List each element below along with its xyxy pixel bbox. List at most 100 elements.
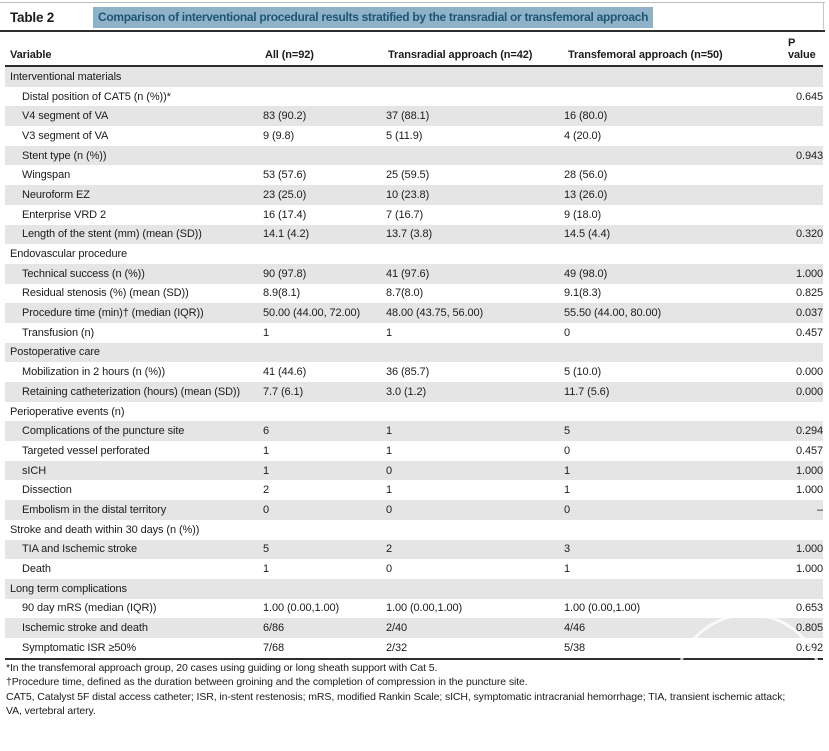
cell-all: 7/68	[263, 641, 285, 654]
cell-transfemoral: 49 (98.0)	[564, 267, 608, 280]
cell-all	[263, 343, 386, 363]
cell-transfemoral	[564, 146, 770, 166]
variable-label: Technical success (n (%))	[22, 267, 145, 280]
table-row: Neuroform EZ 23 (25.0) 10 (23.8) 13 (26.0)	[5, 185, 823, 205]
cell-p-value	[770, 106, 823, 126]
cell-transfemoral: 13 (26.0)	[564, 188, 608, 201]
table-row: V4 segment of VA 83 (90.2) 37 (88.1) 16 (80…	[5, 106, 823, 127]
cell-transfemoral: 1.00 (0.00,1.00)	[564, 602, 641, 615]
cell-transradial: 1	[386, 444, 393, 457]
cell-transfemoral: 0	[564, 444, 571, 457]
cell-transfemoral: 5 (10.0)	[564, 366, 602, 379]
table-row: Distal position of CAT5 (n (%))* 0.645	[5, 87, 823, 107]
column-header-all: All (n=92)	[263, 32, 386, 67]
footnote-line: †Procedure time, defined as the duration…	[6, 676, 528, 689]
section-row: Perioperative events (n)	[5, 402, 823, 422]
variable-label: Death	[22, 563, 51, 576]
cell-transradial: 0	[386, 464, 393, 477]
cell-all: 7.7 (6.1)	[263, 385, 304, 398]
variable-label: Residual stenosis (%) (mean (SD))	[22, 287, 189, 300]
cell-transfemoral	[564, 579, 770, 599]
table-row: TIA and Ischemic stroke 5 2 3 1.000	[5, 539, 823, 560]
cell-p-value: –	[816, 503, 823, 516]
variable-label: sICH	[22, 464, 47, 477]
cell-p-value	[770, 402, 823, 422]
cell-transradial: 3.0 (1.2)	[386, 385, 427, 398]
cell-all: 41 (44.6)	[263, 366, 307, 379]
cell-transfemoral	[564, 87, 770, 107]
section-row: Interventional materials	[5, 66, 823, 87]
cell-all	[263, 66, 386, 87]
cell-transradial: 37 (88.1)	[386, 110, 430, 123]
cell-transfemoral: 9.1(8.3)	[564, 287, 602, 300]
section-label: Stroke and death within 30 days (n (%))	[10, 523, 200, 536]
variable-label: Symptomatic ISR ≥50%	[22, 641, 137, 654]
cell-all	[263, 579, 386, 599]
variable-label: TIA and Ischemic stroke	[22, 543, 138, 556]
cell-p-value: 1.000	[795, 484, 823, 497]
cell-all: 0	[263, 503, 270, 516]
table-row: Retaining catheterization (hours) (mean …	[5, 382, 823, 402]
variable-label: Neuroform EZ	[22, 188, 90, 201]
cell-transfemoral: 1	[564, 563, 571, 576]
cell-transfemoral: 1	[564, 484, 571, 497]
cell-transradial: 36 (85.7)	[386, 366, 430, 379]
cell-p-value: 1.000	[795, 543, 823, 556]
cell-all: 6/86	[263, 622, 285, 635]
cell-transfemoral: 0	[564, 326, 571, 339]
cell-p-value: 0.037	[795, 307, 823, 320]
cell-transfemoral: 28 (56.0)	[564, 169, 608, 182]
table-caption: Table 2 Comparison of interventional pro…	[10, 5, 654, 30]
header-row: Variable All (n=92) Transradial approach…	[5, 32, 823, 67]
cell-transradial: 10 (23.8)	[386, 188, 430, 201]
table-row: Transfusion (n) 1 1 0 0.457	[5, 323, 823, 343]
column-header-variable: Variable	[5, 32, 263, 67]
variable-label: Distal position of CAT5 (n (%))*	[22, 90, 171, 103]
variable-label: Procedure time (min)† (median (IQR))	[22, 307, 204, 320]
table-number-label: Table 2	[10, 10, 55, 25]
cell-transfemoral	[564, 402, 770, 422]
section-row: Postoperative care	[5, 342, 823, 363]
table-row: Wingspan 53 (57.6) 25 (59.5) 28 (56.0)	[5, 165, 823, 185]
table-body: Interventional materials Distal position …	[5, 66, 823, 659]
cell-transfemoral: 11.7 (5.6)	[564, 385, 610, 398]
cell-all	[263, 146, 386, 166]
cell-transradial: 13.7 (3.8)	[386, 228, 433, 241]
cell-p-value	[770, 520, 823, 540]
cell-p-value: 0.653	[795, 602, 823, 615]
cell-transradial: 1	[386, 425, 393, 438]
cell-all: 9 (9.8)	[263, 129, 295, 142]
cell-all: 23 (25.0)	[263, 188, 307, 201]
cell-transfemoral	[564, 66, 770, 87]
table-row: Complications of the puncture site 6 1 5 0.2…	[5, 421, 823, 442]
cell-transradial: 0	[386, 563, 393, 576]
column-header-p-value: P value	[770, 32, 823, 67]
cell-p-value: 0.457	[795, 326, 823, 339]
cell-transfemoral: 9 (18.0)	[564, 208, 602, 221]
cell-p-value: 0.294	[795, 425, 823, 438]
variable-label: Enterprise VRD 2	[22, 208, 106, 221]
table-row: Dissection 2 1 1 1.000	[5, 480, 823, 500]
cell-all: 6	[263, 425, 270, 438]
section-label: Endovascular procedure	[10, 248, 128, 261]
cell-all	[263, 244, 386, 264]
cell-p-value: 0.000	[795, 385, 823, 398]
table-row: Ischemic stroke and death 6/86 2/40 4/46 0.8…	[5, 618, 823, 638]
cell-p-value: 0.645	[795, 90, 823, 103]
cell-transfemoral	[564, 343, 770, 363]
footnote-line: *In the transfemoral approach group, 20 …	[6, 662, 438, 674]
cell-transradial: 48.00 (43.75, 56.00)	[386, 307, 484, 320]
variable-label: Transfusion (n)	[22, 326, 95, 339]
column-header-transfemoral: Transfemoral approach (n=50)	[564, 32, 770, 67]
cell-transradial: 2/40	[386, 622, 408, 635]
section-label: Long term complications	[10, 582, 127, 595]
cell-transradial: 2	[386, 543, 393, 556]
p-header-line1: P	[788, 37, 796, 49]
table-row: Embolism in the distal territory 0 0 0 –	[5, 500, 823, 520]
variable-label: Retaining catheterization (hours) (mean …	[22, 385, 241, 398]
cell-p-value: 1.000	[795, 267, 823, 280]
cell-transfemoral: 1	[564, 464, 571, 477]
variable-label: Complications of the puncture site	[22, 425, 185, 438]
footnotes: *In the transfemoral approach group, 20 …	[6, 661, 802, 719]
cell-transradial: 7 (16.7)	[386, 208, 424, 221]
